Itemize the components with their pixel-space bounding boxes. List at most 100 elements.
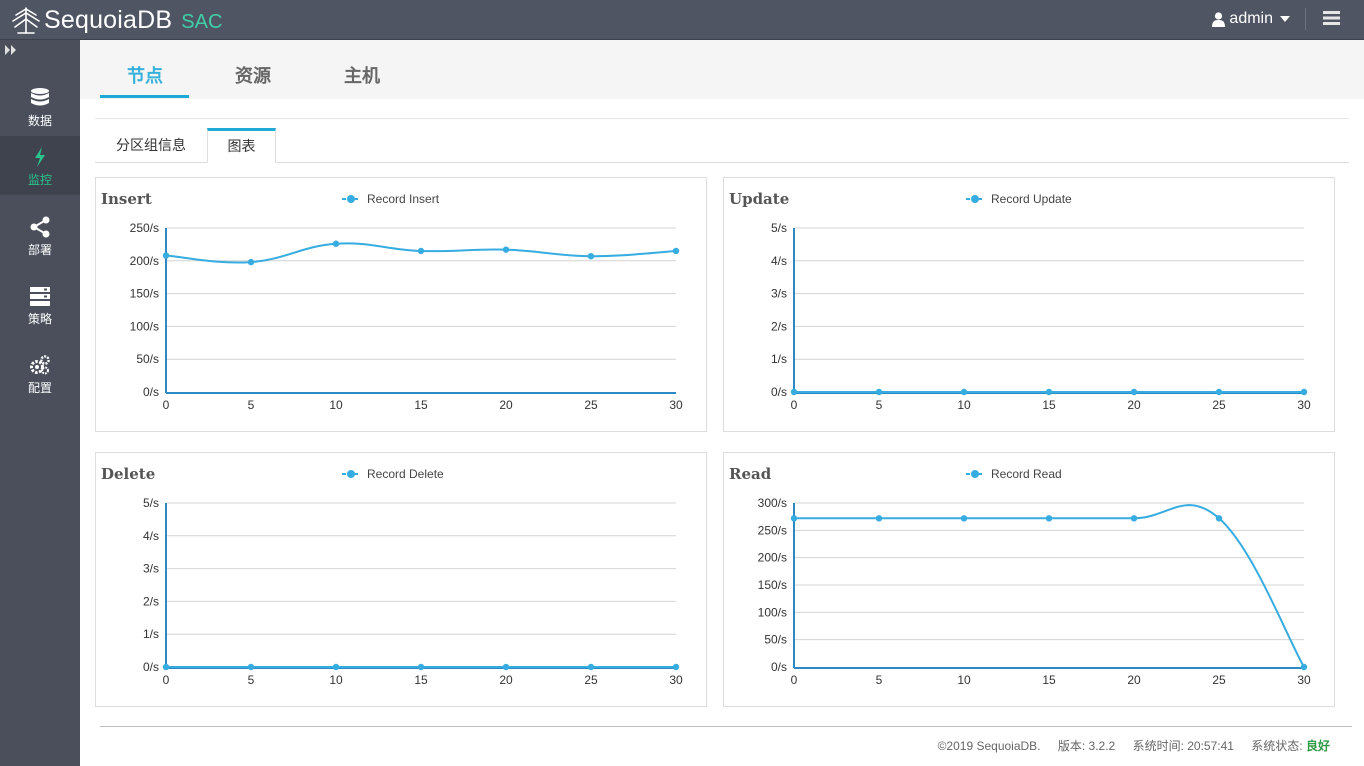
legend[interactable]: Record Read bbox=[966, 467, 1062, 481]
data-point[interactable] bbox=[1045, 515, 1053, 522]
x-tick-label: 25 bbox=[1212, 673, 1226, 687]
y-tick-label: 250/s bbox=[758, 523, 787, 537]
data-point[interactable] bbox=[332, 663, 340, 671]
data-point[interactable] bbox=[672, 247, 680, 255]
legend-dot-marker bbox=[347, 470, 355, 478]
x-tick-label: 15 bbox=[1042, 398, 1056, 412]
chart-svg: Delete Record Delete 0/s 1/s 2/s 3/s 4/s 5/s 0 5 1… bbox=[101, 465, 683, 687]
data-point[interactable] bbox=[502, 246, 510, 253]
data-point[interactable] bbox=[790, 388, 798, 396]
legend-dot-marker bbox=[971, 195, 979, 203]
y-tick-label: 150/s bbox=[758, 578, 787, 592]
legend-label: Record Update bbox=[991, 192, 1072, 206]
data-point[interactable] bbox=[247, 663, 255, 671]
legend[interactable]: Record Insert bbox=[342, 192, 440, 206]
top-tabs: 节点 资源 主机 bbox=[80, 40, 1364, 99]
data-point[interactable] bbox=[1045, 388, 1053, 396]
x-tick-label: 20 bbox=[1127, 673, 1141, 687]
sidebar-item-label: 配置 bbox=[27, 381, 52, 395]
x-tick-label: 25 bbox=[584, 398, 598, 412]
sidebar-item-data[interactable]: 数据 bbox=[0, 77, 80, 137]
data-point[interactable] bbox=[1300, 388, 1308, 396]
y-tick-label: 5/s bbox=[771, 221, 787, 235]
data-point[interactable] bbox=[672, 663, 680, 671]
data-point[interactable] bbox=[875, 388, 883, 396]
gears-icon bbox=[30, 355, 50, 375]
subtab-group-info[interactable]: 分区组信息 bbox=[116, 137, 186, 153]
sub-tabs: 分区组信息 图表 bbox=[95, 128, 1349, 163]
legend[interactable]: Record Delete bbox=[342, 467, 444, 481]
x-tick-label: 5 bbox=[248, 673, 255, 687]
status-badge: 良好 bbox=[1305, 739, 1330, 753]
top-header: SequoiaDB SAC admin bbox=[0, 0, 1364, 40]
y-tick-label: 1/s bbox=[771, 352, 787, 366]
x-tick-label: 15 bbox=[1042, 673, 1056, 687]
chart-panel-delete: Delete Record Delete 0/s 1/s 2/s 3/s 4/s 5/s 0 5 1… bbox=[95, 452, 707, 707]
sidebar-item-monitor[interactable]: 监控 bbox=[0, 136, 80, 195]
sidebar: 数据 监控 部署 策略 配置 bbox=[0, 40, 80, 766]
sidebar-item-config[interactable]: 配置 bbox=[0, 344, 80, 404]
data-point[interactable] bbox=[875, 515, 883, 522]
user-menu[interactable]: admin bbox=[1212, 10, 1290, 28]
expand-sidebar-icon[interactable] bbox=[4, 44, 18, 56]
data-point[interactable] bbox=[1130, 515, 1138, 522]
sidebar-item-deploy[interactable]: 部署 bbox=[0, 206, 80, 266]
data-point[interactable] bbox=[960, 515, 968, 522]
data-point[interactable] bbox=[1215, 388, 1223, 396]
x-tick-label: 0 bbox=[163, 398, 170, 412]
y-tick-label: 200/s bbox=[130, 254, 159, 268]
y-tick-label: 1/s bbox=[143, 627, 159, 641]
brand[interactable]: SequoiaDB SAC bbox=[10, 3, 222, 37]
y-tick-label: 2/s bbox=[143, 594, 159, 608]
sidebar-item-label: 数据 bbox=[27, 114, 52, 128]
tab-hosts[interactable]: 主机 bbox=[344, 66, 380, 87]
app-name: SequoiaDB bbox=[44, 5, 173, 34]
legend[interactable]: Record Update bbox=[966, 192, 1072, 206]
legend-label: Record Delete bbox=[367, 467, 444, 481]
y-tick-label: 150/s bbox=[130, 287, 159, 301]
data-point[interactable] bbox=[417, 663, 425, 671]
data-point[interactable] bbox=[162, 663, 170, 671]
divider bbox=[95, 118, 1349, 119]
bolt-icon bbox=[35, 147, 45, 167]
data-point[interactable] bbox=[587, 253, 595, 260]
x-tick-label: 20 bbox=[499, 673, 513, 687]
chart-svg: Insert Record Insert 0/s 50/s 100/s 150/s 200/… bbox=[101, 190, 683, 412]
x-tick-label: 10 bbox=[957, 398, 971, 412]
chart-title: Read bbox=[729, 465, 772, 483]
data-point[interactable] bbox=[502, 663, 510, 671]
x-tick-label: 5 bbox=[248, 398, 255, 412]
data-point[interactable] bbox=[1300, 663, 1308, 671]
y-tick-label: 250/s bbox=[130, 221, 159, 235]
data-point[interactable] bbox=[332, 240, 340, 247]
legend-label: Record Read bbox=[991, 467, 1062, 481]
footer-divider bbox=[100, 726, 1352, 727]
y-tick-label: 0/s bbox=[771, 660, 787, 674]
y-tick-label: 3/s bbox=[143, 562, 159, 576]
data-point[interactable] bbox=[247, 258, 255, 266]
x-tick-label: 30 bbox=[1297, 398, 1311, 412]
data-point[interactable] bbox=[587, 663, 595, 671]
chart-title: Update bbox=[729, 190, 789, 208]
data-point[interactable] bbox=[1130, 388, 1138, 396]
user-icon bbox=[1212, 11, 1226, 27]
chart-title: Delete bbox=[101, 465, 155, 483]
main-content: 节点 资源 主机 分区组信息 图表 Insert Record Insert 0/s… bbox=[80, 40, 1364, 766]
data-point[interactable] bbox=[960, 388, 968, 396]
menu-icon[interactable] bbox=[1323, 11, 1340, 25]
tab-nodes[interactable]: 节点 bbox=[127, 66, 163, 87]
data-point[interactable] bbox=[790, 515, 798, 522]
chart-svg: Update Record Update 0/s 1/s 2/s 3/s 4/s 5/s 0 5 1… bbox=[729, 190, 1311, 412]
header-divider bbox=[1305, 8, 1306, 30]
data-point[interactable] bbox=[1215, 515, 1223, 522]
sidebar-item-label: 监控 bbox=[27, 173, 52, 187]
chart-panel-insert: Insert Record Insert 0/s 50/s 100/s 150/s 200/… bbox=[95, 177, 707, 432]
sidebar-item-strategy[interactable]: 策略 bbox=[0, 275, 80, 335]
tab-resources[interactable]: 资源 bbox=[235, 66, 271, 87]
app-suffix: SAC bbox=[181, 11, 223, 33]
data-point[interactable] bbox=[162, 252, 170, 259]
subtab-charts[interactable]: 图表 bbox=[207, 128, 276, 163]
y-tick-label: 4/s bbox=[771, 254, 787, 268]
data-point[interactable] bbox=[417, 247, 425, 255]
y-tick-label: 100/s bbox=[130, 319, 159, 333]
